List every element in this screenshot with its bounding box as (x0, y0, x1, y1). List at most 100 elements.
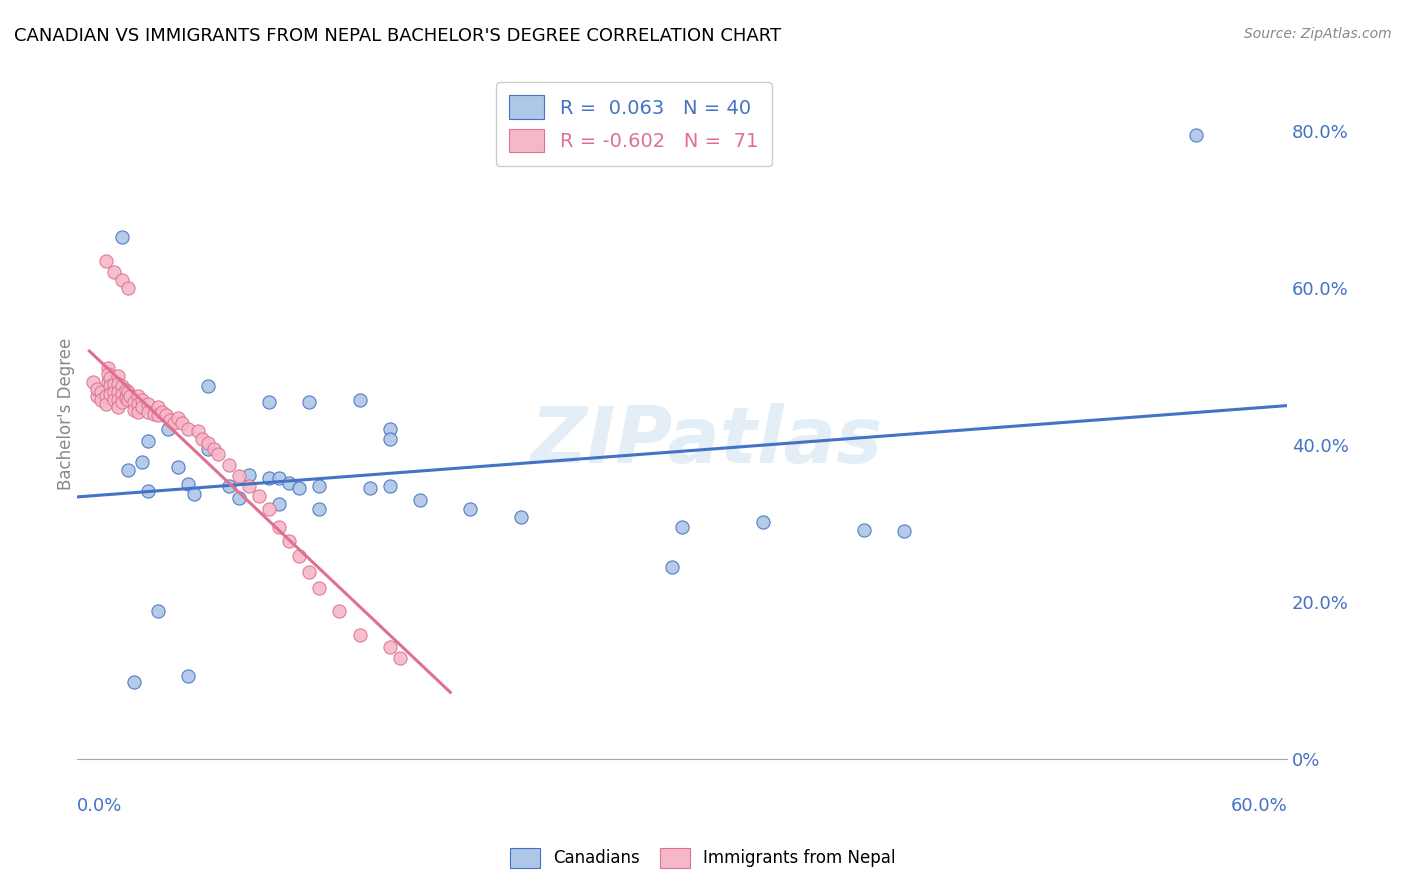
Point (218, 458, 240, 472)
Point (90, 384, 112, 399)
Point (328, 604, 350, 618)
Point (107, 401, 129, 415)
Point (349, 628, 371, 642)
Point (96, 368, 118, 382)
Point (111, 230, 134, 244)
Point (127, 397, 149, 411)
Point (228, 469, 250, 483)
Point (167, 410, 190, 425)
Legend: R =  0.063   N = 40, R = -0.602   N =  71: R = 0.063 N = 40, R = -0.602 N = 71 (496, 82, 772, 166)
Point (228, 491, 250, 506)
Point (127, 405, 149, 419)
Text: 60.0%: 60.0% (1230, 797, 1286, 814)
Point (257, 395, 280, 409)
Point (247, 489, 270, 503)
Point (122, 674, 145, 689)
Point (86, 389, 108, 403)
Point (238, 479, 260, 493)
Point (852, 523, 875, 537)
Point (298, 565, 321, 579)
Point (177, 477, 200, 491)
Point (111, 379, 134, 393)
Point (98, 379, 121, 393)
Point (136, 483, 159, 498)
Point (288, 481, 311, 495)
Point (122, 402, 145, 417)
Point (183, 486, 205, 500)
Point (378, 640, 401, 655)
Point (136, 434, 159, 449)
Point (661, 559, 683, 574)
Point (388, 651, 411, 665)
Point (136, 397, 159, 411)
Point (103, 384, 125, 399)
Point (131, 401, 153, 415)
Point (298, 395, 321, 409)
Point (202, 442, 225, 456)
Point (752, 515, 775, 529)
Point (96, 376, 118, 390)
Point (150, 405, 173, 419)
Point (131, 455, 153, 469)
Point (278, 533, 301, 548)
Point (191, 432, 214, 446)
Point (197, 379, 219, 393)
Point (671, 520, 693, 534)
Point (142, 407, 165, 421)
Point (117, 392, 139, 407)
Point (378, 479, 401, 493)
Point (127, 389, 149, 403)
Point (460, 502, 482, 516)
Point (146, 408, 169, 422)
Point (103, 392, 125, 407)
Point (267, 520, 290, 534)
Y-axis label: Bachelor's Degree: Bachelor's Degree (58, 337, 75, 490)
Point (111, 273, 134, 287)
Point (218, 479, 240, 493)
Point (308, 502, 330, 516)
Point (117, 384, 139, 399)
Point (207, 447, 229, 461)
Point (94, 397, 117, 411)
Point (103, 376, 125, 391)
Point (96, 361, 118, 376)
Point (117, 281, 139, 295)
Point (155, 408, 177, 422)
Point (131, 392, 153, 407)
Point (1185, 128, 1208, 143)
Point (111, 387, 134, 401)
Point (146, 604, 169, 618)
Point (177, 669, 200, 683)
Point (136, 405, 159, 419)
Point (107, 376, 129, 391)
Point (893, 524, 915, 539)
Point (197, 436, 219, 450)
Point (167, 460, 190, 475)
Point (172, 416, 194, 430)
Point (359, 481, 381, 495)
Point (278, 475, 301, 490)
Point (349, 392, 371, 407)
Point (122, 395, 145, 409)
Point (103, 265, 125, 279)
Point (177, 422, 200, 436)
Point (267, 471, 290, 485)
Point (509, 510, 531, 524)
Point (111, 395, 134, 409)
Point (257, 471, 280, 485)
Text: ZIPatlas: ZIPatlas (530, 403, 883, 479)
Point (98, 387, 121, 401)
Point (114, 391, 136, 405)
Point (118, 389, 141, 403)
Point (267, 497, 290, 511)
Point (308, 479, 330, 493)
Text: CANADIAN VS IMMIGRANTS FROM NEPAL BACHELOR'S DEGREE CORRELATION CHART: CANADIAN VS IMMIGRANTS FROM NEPAL BACHEL… (14, 27, 782, 45)
Point (94, 389, 117, 403)
Point (90, 392, 112, 407)
Text: Source: ZipAtlas.com: Source: ZipAtlas.com (1244, 27, 1392, 41)
Point (98, 371, 121, 385)
Point (187, 424, 209, 438)
Point (107, 392, 129, 407)
Point (146, 401, 169, 415)
Point (107, 369, 129, 384)
